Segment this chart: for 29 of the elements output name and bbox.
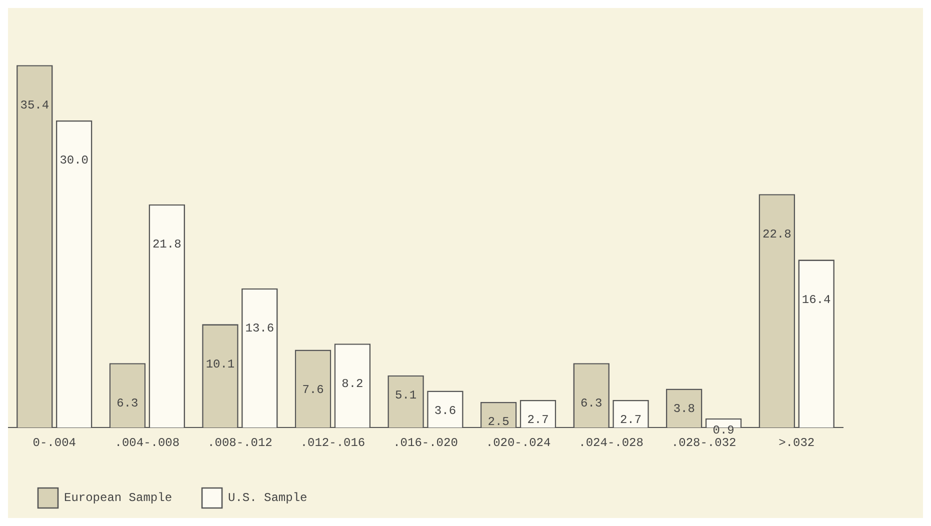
- legend-label: European Sample: [64, 491, 172, 506]
- data-label: 5.1: [394, 388, 417, 403]
- data-label: 6.3: [116, 396, 138, 410]
- data-label: 0.9: [712, 424, 734, 438]
- data-label: 2.7: [527, 413, 549, 428]
- x-tick-label: >.032: [778, 436, 815, 450]
- x-tick-label: .012-.016: [300, 436, 366, 450]
- data-label: 3.6: [434, 404, 456, 418]
- data-label: 6.3: [580, 396, 602, 410]
- x-tick-label: 0-.004: [32, 436, 76, 450]
- data-label: 13.6: [245, 322, 274, 336]
- data-label: 35.4: [20, 98, 50, 112]
- x-tick-label: .028-.032: [671, 436, 736, 450]
- x-tick-label: .016-.020: [393, 436, 458, 450]
- x-tick-label: .020-.024: [486, 436, 551, 450]
- data-label: 8.2: [342, 376, 364, 391]
- data-label: 2.7: [620, 413, 642, 428]
- x-tick-label: .024-.028: [578, 436, 644, 450]
- x-tick-label: .008-.012: [208, 436, 272, 450]
- data-label: 3.8: [673, 402, 695, 416]
- data-label: 21.8: [152, 238, 182, 252]
- data-label: 10.1: [206, 357, 235, 372]
- data-label: 2.5: [488, 415, 510, 430]
- x-tick-label: .004-.008: [114, 436, 180, 450]
- data-label: 30.0: [60, 154, 89, 168]
- data-label: 7.6: [302, 382, 324, 397]
- legend-label: U.S. Sample: [228, 491, 308, 506]
- data-label: 22.8: [762, 227, 792, 242]
- data-label: 16.4: [802, 292, 831, 307]
